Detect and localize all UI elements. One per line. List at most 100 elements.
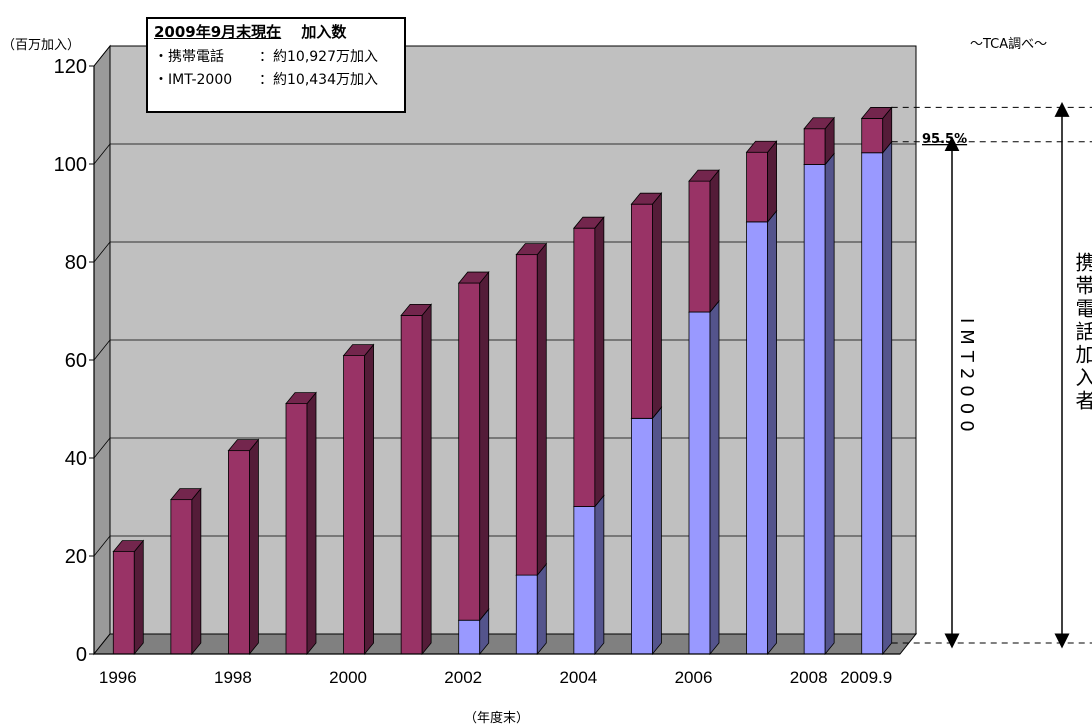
bar-other-2005-front	[631, 203, 653, 419]
x-tick-label-2002: 2002	[444, 668, 482, 687]
bar-imt-2008-front	[803, 164, 826, 655]
y-unit-label: （百万加入）	[2, 38, 80, 53]
bar-other-2004-top	[573, 216, 605, 229]
bar-other-1998-front	[228, 450, 250, 655]
info-box-suffix: 加入数	[301, 23, 347, 41]
bar-other-2002-top	[457, 271, 490, 284]
bar-other-2008-top	[803, 117, 835, 130]
bar-imt-2005-front	[631, 417, 653, 655]
info-box-line-mobile: ・携帯電話 ：約10,927万加入	[154, 46, 398, 66]
bar-other-1996-front	[112, 551, 135, 655]
bar-other-2007-top	[745, 140, 778, 153]
bar-imt-2007	[745, 209, 778, 656]
bar-other-1998-top	[227, 439, 260, 452]
bar-imt-2005	[630, 406, 663, 656]
x-tick-label-1998: 1998	[214, 668, 252, 687]
y-tick-label-80: 80	[65, 252, 87, 274]
y-tick-labels: 0 20 40 60 80 100 120	[54, 56, 87, 666]
bar-other-1997-side	[191, 487, 202, 656]
bar-other-2006-front	[688, 180, 711, 313]
bar-imt-2004-side	[594, 494, 605, 656]
bar-other-1999-front	[285, 403, 308, 655]
x-tick-label-1996: 1996	[99, 668, 137, 687]
x-tick-label-2000: 2000	[329, 668, 367, 687]
bar-imt-2002-front	[458, 619, 481, 655]
bar-other-2000-side	[364, 343, 374, 656]
bar-other-2002-front	[458, 282, 481, 621]
bar-imt-2004	[573, 494, 605, 656]
bar-other-2000-top	[342, 344, 375, 356]
bar-other-2009.9-front	[861, 118, 884, 154]
bar-other-2008	[803, 116, 835, 166]
y-tick-label-120: 120	[54, 56, 87, 78]
bar-other-2008-front	[803, 128, 826, 165]
bar-other-2000-front	[343, 355, 365, 655]
bar-imt-2008	[803, 152, 835, 656]
bar-other-2007	[745, 140, 778, 223]
x-tick-labels: 1996 1998 2000 2002 2004 2006 2008 2009.9	[99, 668, 892, 687]
bar-other-2007-side	[767, 140, 777, 223]
bar-other-2001-top	[400, 304, 432, 316]
x-axis-label: （年度末）	[464, 710, 529, 726]
bar-other-1996-side	[133, 539, 144, 656]
info-box-line-imt: ・IMT-2000 ：約10,434万加入	[154, 69, 398, 89]
imt-vertical-label: IMT2000	[956, 318, 977, 438]
bar-imt-2003-side	[536, 562, 547, 656]
x-tick-label-2009.9: 2009.9	[840, 668, 892, 687]
mobile-vertical-label: 携帯電話加入者	[1072, 252, 1092, 413]
bar-other-1997	[170, 487, 202, 656]
info-box: 2009年9月末現在 加入数 ・携帯電話 ：約10,927万加入 ・IMT-200…	[146, 17, 406, 113]
bar-other-2001	[400, 303, 432, 656]
bar-other-2006-top	[688, 169, 720, 182]
info-box-date: 2009年9月末現在	[154, 23, 282, 41]
bar-other-1998-side	[249, 438, 259, 656]
bar-other-1997-top	[170, 488, 202, 501]
x-tick-label-2008: 2008	[790, 668, 828, 687]
bar-imt-2003-front	[515, 574, 538, 655]
bars	[112, 106, 893, 656]
bar-other-1999-top	[285, 392, 317, 405]
info-box-imt-name: ・IMT-2000	[154, 72, 233, 88]
bar-other-2002	[457, 270, 490, 622]
bar-other-2004	[573, 216, 605, 508]
bar-imt-2006-front	[688, 311, 711, 655]
bar-imt-2006	[688, 299, 720, 656]
bar-imt-2009.9-side	[882, 140, 893, 656]
bar-other-2006-side	[709, 169, 720, 314]
y-tick-label-60: 60	[65, 350, 87, 372]
bar-other-2007-front	[746, 151, 768, 223]
bar-other-1997-front	[170, 499, 193, 655]
y-tick-label-100: 100	[54, 154, 87, 176]
bar-other-1999-side	[306, 391, 317, 656]
bar-other-2006	[688, 169, 720, 314]
bar-other-1996	[112, 539, 145, 656]
bar-other-2009.9	[860, 106, 893, 154]
bar-other-2001-front	[400, 315, 423, 655]
bar-other-2004-front	[573, 227, 596, 507]
annotations	[891, 101, 1092, 649]
bar-imt-2003	[515, 562, 548, 656]
bar-other-2003-side	[536, 242, 547, 577]
bar-other-2002-side	[479, 270, 490, 622]
bar-imt-2007-front	[746, 221, 768, 655]
bar-imt-2009.9	[860, 140, 893, 656]
bar-other-2003	[515, 242, 548, 577]
y-tick-label-40: 40	[65, 448, 87, 470]
bar-other-2000	[342, 343, 375, 656]
info-box-mobile-value: ：約10,927万加入	[259, 49, 378, 65]
bar-other-2003-top	[515, 243, 548, 256]
bar-imt-2005-side	[652, 406, 662, 656]
gridline-120	[93, 45, 916, 67]
chart-floor	[92, 633, 918, 655]
axes	[89, 65, 900, 655]
bar-other-1999	[285, 391, 317, 656]
bar-imt-2006-side	[709, 299, 720, 656]
bar-imt-2008-side	[824, 152, 835, 656]
info-box-title: 2009年9月末現在 加入数	[154, 21, 398, 42]
bar-imt-2004-front	[573, 506, 596, 655]
info-box-mobile-name: ・携帯電話	[154, 49, 224, 65]
bar-imt-2007-side	[767, 209, 777, 656]
y-tick-label-20: 20	[65, 546, 87, 568]
bar-other-2005-top	[630, 192, 663, 205]
bar-imt-2009.9-front	[861, 152, 884, 655]
